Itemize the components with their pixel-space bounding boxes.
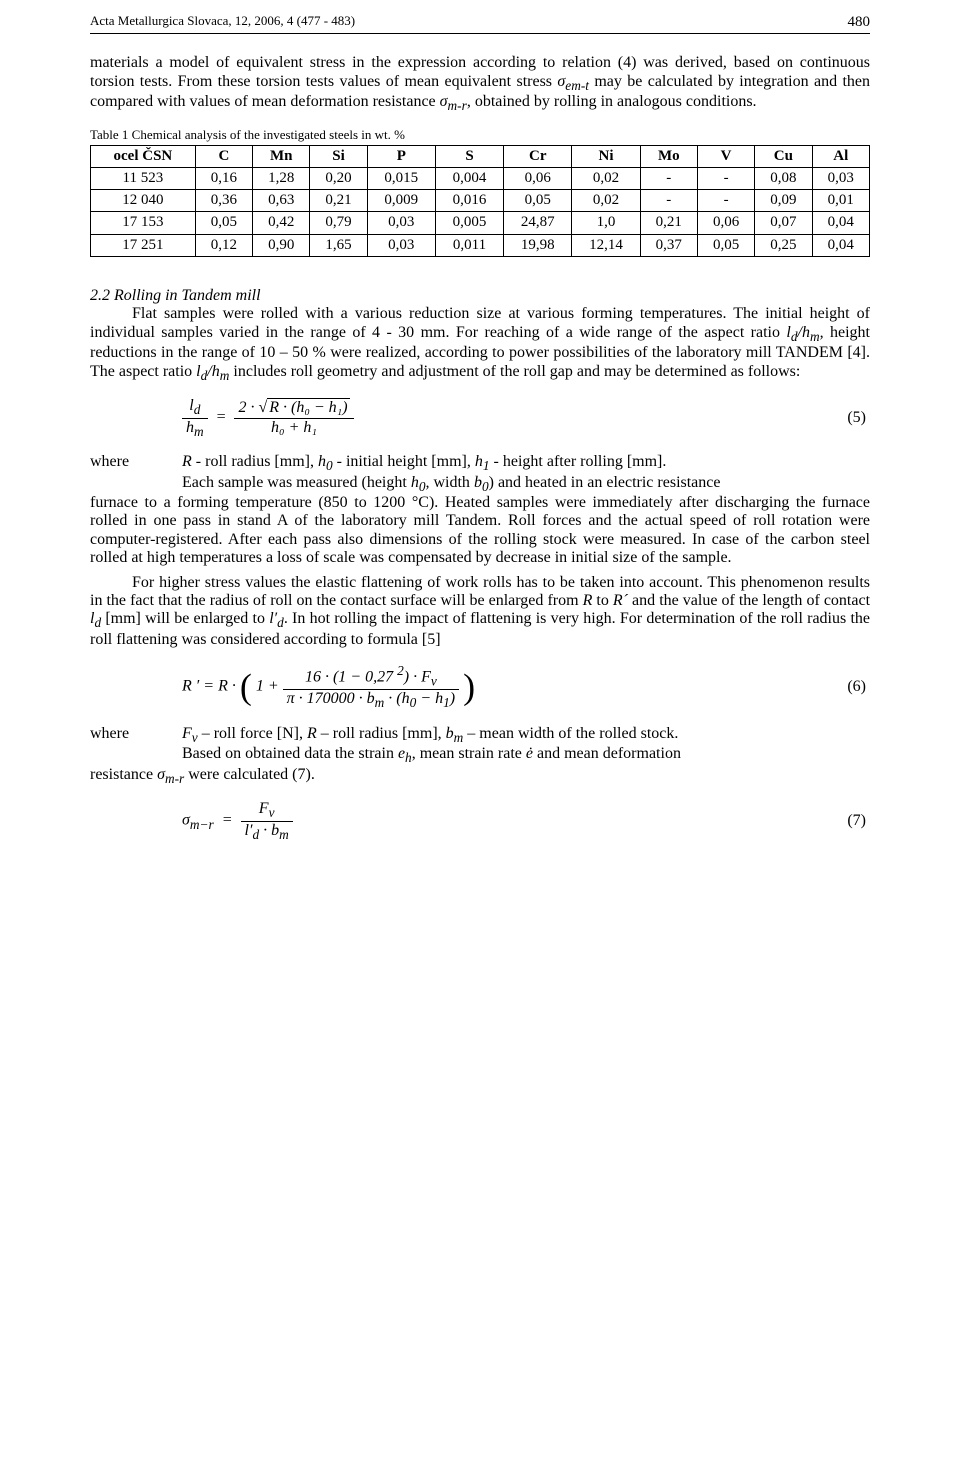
table-row: 17 2510,120,901,650,030,01119,9812,140,3… [91,234,870,256]
para-based-on-cont: resistance σm-r were calculated (7). [90,766,870,787]
table1-col-1: C [195,145,252,167]
table1-col-9: V [697,145,754,167]
running-header: Acta Metallurgica Slovaca, 12, 2006, 4 (… [90,14,870,31]
where-label: where [90,453,182,474]
table1: ocel ČSN C Mn Si P S Cr Ni Mo V Cu Al 11… [90,145,870,257]
section-2-2-p1: Flat samples were rolled with a various … [90,305,870,383]
equation-5: ld hm = 2 · √R · (h₀ − h₁) h₀ + h₁ (5) [90,397,870,439]
table1-col-10: Cu [755,145,812,167]
journal-ref: Acta Metallurgica Slovaca, 12, 2006, 4 (… [90,14,355,31]
table-row: 11 5230,161,280,200,0150,0040,060,02--0,… [91,167,870,189]
table1-col-11: Al [812,145,869,167]
where-5: where R - roll radius [mm], h0 - initial… [90,453,870,474]
equation-7-number: (7) [293,812,870,830]
table1-col-0: ocel ČSN [91,145,196,167]
where-label: where [90,725,182,746]
para-based-on: Based on obtained data the strain eh, me… [90,745,870,766]
equation-5-number: (5) [354,409,870,427]
para-each-sample-cont: furnace to a forming temperature (850 to… [90,494,870,568]
equation-6-number: (6) [475,678,870,696]
table1-caption: Table 1 Chemical analysis of the investi… [90,128,870,143]
equation-6: R ′ = R · ( 1 + 16 · (1 − 0,27 2) · Fv π… [90,663,870,710]
where-5-text: R - roll radius [mm], h0 - initial heigh… [182,453,870,474]
table1-col-4: P [367,145,435,167]
para-flattening: For higher stress values the elastic fla… [90,574,870,650]
where-6-text: Fv – roll force [N], R – roll radius [mm… [182,725,870,746]
table1-col-5: S [435,145,503,167]
table1-header-row: ocel ČSN C Mn Si P S Cr Ni Mo V Cu Al [91,145,870,167]
equation-7: σm−r = Fv l′d · bm (7) [90,800,870,842]
table-row: 12 0400,360,630,210,0090,0160,050,02--0,… [91,190,870,212]
header-rule [90,33,870,34]
page-number: 480 [848,14,871,31]
table1-col-3: Si [310,145,367,167]
section-2-2-title: 2.2 Rolling in Tandem mill [90,287,870,305]
table-row: 17 1530,050,420,790,030,00524,871,00,210… [91,212,870,234]
where-6: where Fv – roll force [N], R – roll radi… [90,725,870,746]
table1-col-2: Mn [253,145,310,167]
table1-col-8: Mo [640,145,697,167]
table1-col-6: Cr [504,145,572,167]
intro-paragraph: materials a model of equivalent stress i… [90,54,870,113]
para-each-sample: Each sample was measured (height h0, wid… [90,474,870,495]
table1-col-7: Ni [572,145,640,167]
